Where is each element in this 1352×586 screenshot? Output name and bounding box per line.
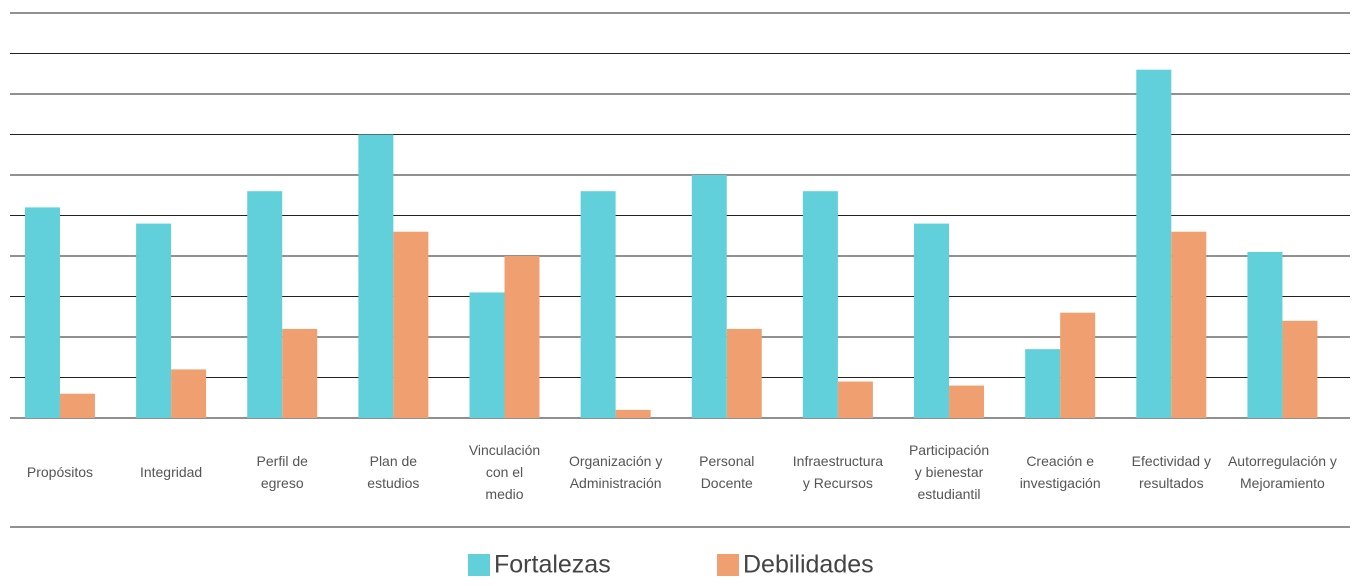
bar bbox=[1282, 320, 1318, 418]
bar bbox=[24, 207, 60, 418]
bar bbox=[691, 175, 727, 418]
bar bbox=[1171, 231, 1207, 418]
bar bbox=[949, 385, 985, 418]
bar bbox=[1060, 312, 1096, 418]
bar bbox=[469, 292, 505, 418]
legend-label: Fortalezas bbox=[494, 551, 611, 579]
x-tick-label: Infraestructura y Recursos bbox=[793, 453, 883, 491]
bar bbox=[802, 191, 838, 418]
bar bbox=[1247, 251, 1283, 418]
bar bbox=[393, 231, 429, 418]
bar bbox=[504, 256, 540, 418]
x-tick-label: Organización y Administración bbox=[569, 453, 662, 491]
legend-label: Debilidades bbox=[743, 551, 874, 579]
x-tick-label: Personal Docente bbox=[699, 453, 754, 491]
bar bbox=[282, 328, 318, 418]
bar bbox=[59, 393, 95, 418]
bar bbox=[136, 223, 172, 418]
x-tick-label: Participación y bienestar estudiantil bbox=[909, 442, 989, 502]
x-tick-label: Creación e investigación bbox=[1020, 453, 1101, 491]
x-tick-label: Efectividad y resultados bbox=[1132, 453, 1211, 491]
bar bbox=[914, 223, 950, 418]
bar bbox=[726, 328, 762, 418]
x-tick-label: Propósitos bbox=[27, 464, 93, 480]
bar bbox=[1025, 349, 1061, 418]
legend-swatch bbox=[717, 554, 739, 576]
x-tick-label: Vinculación con el medio bbox=[469, 442, 540, 502]
bar bbox=[615, 409, 651, 418]
x-tick-label: Integridad bbox=[140, 464, 202, 480]
bar bbox=[171, 369, 207, 418]
x-tick-label: Autorregulación y Mejoramiento bbox=[1228, 453, 1337, 491]
legend-swatch bbox=[468, 554, 490, 576]
bar bbox=[1136, 69, 1172, 418]
bar bbox=[247, 191, 283, 418]
bar bbox=[580, 191, 616, 418]
bar bbox=[837, 381, 873, 418]
bar bbox=[358, 134, 394, 418]
x-tick-label: Plan de estudios bbox=[367, 453, 419, 491]
x-tick-label: Perfil de egreso bbox=[257, 453, 309, 491]
